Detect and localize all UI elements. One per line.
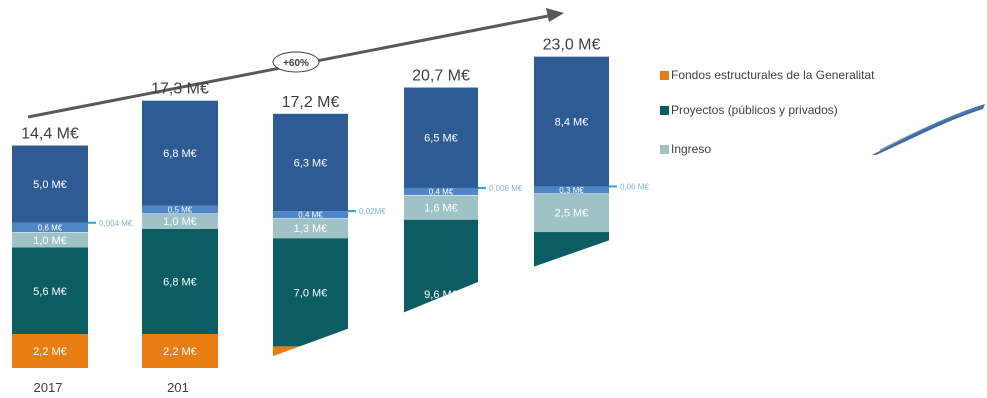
legend-label: Proyectos (públicos y privados) <box>671 103 838 117</box>
decorative-brush-stroke <box>872 104 985 155</box>
segment-label: 0,6 M€ <box>38 223 63 232</box>
bar-segment <box>534 232 609 268</box>
bar-total-label: 20,7 M€ <box>412 68 470 85</box>
legend-swatch <box>660 145 669 154</box>
bar-segment <box>12 222 88 233</box>
growth-badge <box>272 51 320 73</box>
bar-segment <box>142 100 218 206</box>
segment-label: 0,5 M€ <box>168 206 193 215</box>
bar-total-label: 17,2 M€ <box>282 94 340 111</box>
segment-label: 8,4 M€ <box>555 117 589 129</box>
bar-segment <box>273 211 348 219</box>
bar-group: 9,6 M€ 1,6 M€ 0,4 M€ 6,5 M€ <box>404 87 478 314</box>
callout-label: 0,06 M€ <box>620 182 649 191</box>
bar-segment <box>12 247 88 335</box>
legend-swatch <box>660 71 669 80</box>
segment-label: 1,0 M€ <box>163 216 197 228</box>
bar-segment <box>142 205 218 214</box>
bar-total-label: 23,0 M€ <box>543 37 601 54</box>
segment-label: 2,2 M€ <box>163 346 197 358</box>
segment-label: 7,0 M€ <box>294 287 328 299</box>
legend-item-ingreso: Ingreso <box>660 142 880 157</box>
decorative-brush-stroke-detail <box>879 107 979 151</box>
bar-segment <box>273 346 348 358</box>
segment-label: 2 <box>307 352 313 364</box>
bar-group: 2,2 M€ 6,8 M€ 1,0 M€0,5 M€ 6,8 M€ <box>142 100 218 368</box>
legend: Fondos estructurales de la Generalitat P… <box>660 68 880 157</box>
legend-item-fondos: Fondos estructurales de la Generalitat <box>660 68 880 83</box>
bar-segment <box>273 218 348 239</box>
legend-label: Ingreso <box>671 142 712 156</box>
bar-group: 2 7,0 M€ 1,3 M€ 0,4 M€ 6,3 M€ <box>273 113 348 364</box>
bar-segment <box>534 56 609 187</box>
bar-segment <box>534 186 609 194</box>
legend-swatch <box>660 106 669 115</box>
segment-label: 1,0 M€ <box>33 235 67 247</box>
bar-segment <box>12 232 88 248</box>
x-tick-label: 2017 <box>34 380 63 395</box>
bar-segment <box>12 145 88 223</box>
legend-label: Fondos estructurales de la Generalitat <box>671 68 875 82</box>
segment-label: 1,3 M€ <box>294 223 328 235</box>
bar-segment <box>12 334 88 368</box>
segment-label: 5,6 M€ <box>33 286 67 298</box>
segment-label: 2,5 M€ <box>555 208 589 220</box>
bar-total-label: 17,3 M€ <box>151 81 209 98</box>
segment-label: 5,0 M€ <box>33 179 67 191</box>
growth-label: +60% <box>283 58 309 69</box>
segment-label: 6,8 M€ <box>163 276 197 288</box>
bar-group: 2,2 M€ 5,6 M€ 1,0 M€ 0,6 M€ 5,0 M€ <box>12 145 88 368</box>
bar-segment <box>142 228 218 335</box>
bar-total-label: 14,4 M€ <box>21 126 79 143</box>
segment-label: 2,2 M€ <box>33 346 67 358</box>
segment-label: 0,4 M€ <box>298 211 323 220</box>
x-tick-label: 201 <box>167 380 189 395</box>
growth-arrow-head <box>546 8 564 22</box>
bar-segment <box>273 238 348 347</box>
legend-item-proyectos: Proyectos (públicos y privados) <box>660 103 880 118</box>
callout-label: 0,02M€ <box>359 207 386 216</box>
bar-segment <box>404 87 478 188</box>
bar-segment <box>404 187 478 195</box>
segment-label: 0,4 M€ <box>429 187 454 196</box>
callout-label: 0,004 M€ <box>99 219 133 228</box>
bar-segment <box>534 193 609 233</box>
bar-segment <box>273 113 348 212</box>
segment-label: 6,3 M€ <box>294 157 328 169</box>
segment-label: 6,5 M€ <box>424 133 458 145</box>
callout-label: 0,006 M€ <box>489 184 523 193</box>
segment-label: 6,8 M€ <box>163 148 197 160</box>
bar-segment <box>404 194 478 220</box>
segment-label: 1,6 M€ <box>424 202 458 214</box>
segment-label: 0,3 M€ <box>559 186 584 195</box>
bar-segment <box>142 213 218 229</box>
bar-group: 2,5 M€ 0,3 M€ 8,4 M€ <box>534 56 609 268</box>
segment-label: 9,6 M€ <box>424 289 458 301</box>
bar-segment <box>142 334 218 368</box>
